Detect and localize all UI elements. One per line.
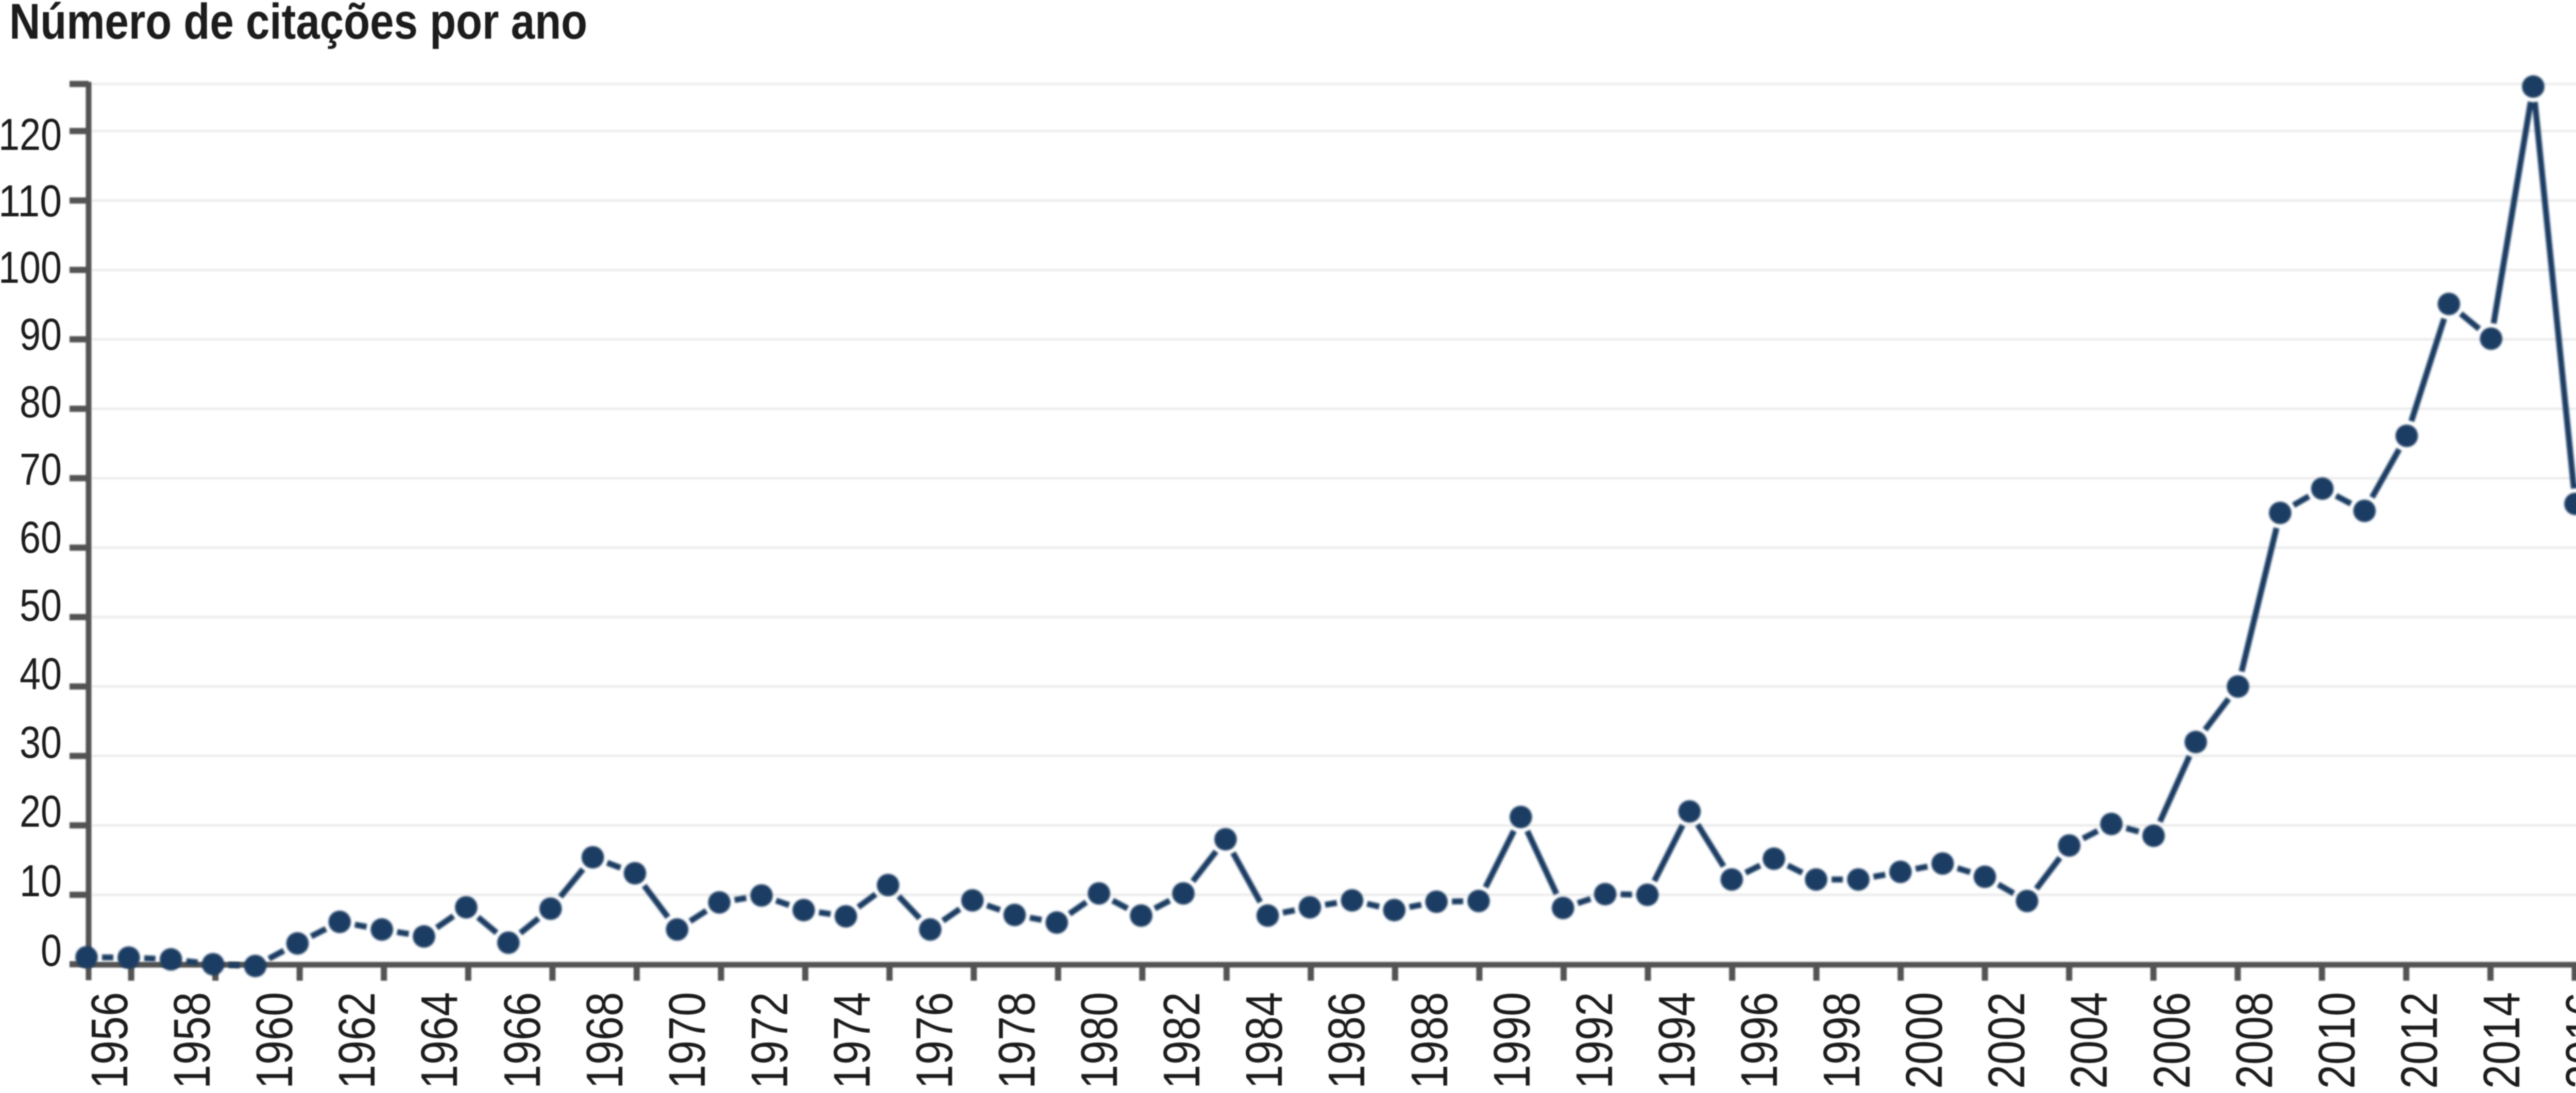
svg-text:2014: 2014 xyxy=(2473,992,2531,1089)
svg-text:1990: 1990 xyxy=(1483,992,1541,1089)
svg-text:10: 10 xyxy=(20,856,62,906)
svg-text:2010: 2010 xyxy=(2308,992,2366,1089)
svg-text:1994: 1994 xyxy=(1648,992,1706,1089)
svg-text:1960: 1960 xyxy=(246,992,303,1089)
svg-text:1964: 1964 xyxy=(411,992,468,1089)
svg-text:70: 70 xyxy=(20,445,62,494)
svg-text:30: 30 xyxy=(20,718,62,767)
svg-text:1998: 1998 xyxy=(1813,992,1871,1089)
svg-text:1996: 1996 xyxy=(1731,992,1788,1089)
svg-text:60: 60 xyxy=(20,513,62,562)
svg-text:100: 100 xyxy=(0,243,62,293)
svg-text:1958: 1958 xyxy=(163,992,221,1089)
svg-text:110: 110 xyxy=(0,176,62,226)
svg-text:1986: 1986 xyxy=(1318,992,1376,1089)
svg-text:1956: 1956 xyxy=(81,992,139,1089)
svg-text:2000: 2000 xyxy=(1895,992,1953,1089)
svg-text:2006: 2006 xyxy=(2143,992,2201,1089)
svg-text:1978: 1978 xyxy=(988,992,1046,1089)
svg-text:80: 80 xyxy=(20,377,62,427)
svg-text:0: 0 xyxy=(41,926,62,976)
svg-text:2002: 2002 xyxy=(1978,992,2036,1089)
svg-text:1992: 1992 xyxy=(1566,992,1623,1089)
svg-text:2012: 2012 xyxy=(2391,992,2448,1089)
svg-text:1988: 1988 xyxy=(1401,992,1459,1089)
svg-text:1982: 1982 xyxy=(1153,992,1211,1089)
svg-text:2016: 2016 xyxy=(2555,992,2576,1089)
svg-text:1968: 1968 xyxy=(576,992,634,1089)
svg-text:2004: 2004 xyxy=(2060,992,2118,1089)
svg-text:1970: 1970 xyxy=(658,992,716,1089)
svg-text:120: 120 xyxy=(0,110,62,160)
svg-text:1976: 1976 xyxy=(906,992,963,1089)
svg-text:90: 90 xyxy=(20,310,62,360)
svg-text:1974: 1974 xyxy=(823,992,881,1089)
svg-text:1972: 1972 xyxy=(741,992,799,1089)
svg-text:20: 20 xyxy=(20,787,62,836)
svg-text:40: 40 xyxy=(20,649,62,699)
svg-text:Número de citações por ano: Número de citações por ano xyxy=(9,0,587,49)
svg-text:1962: 1962 xyxy=(328,992,386,1089)
svg-text:2008: 2008 xyxy=(2226,992,2283,1089)
svg-text:1980: 1980 xyxy=(1071,992,1128,1089)
svg-text:1966: 1966 xyxy=(494,992,551,1089)
svg-text:1984: 1984 xyxy=(1235,992,1293,1089)
svg-text:50: 50 xyxy=(20,580,62,630)
